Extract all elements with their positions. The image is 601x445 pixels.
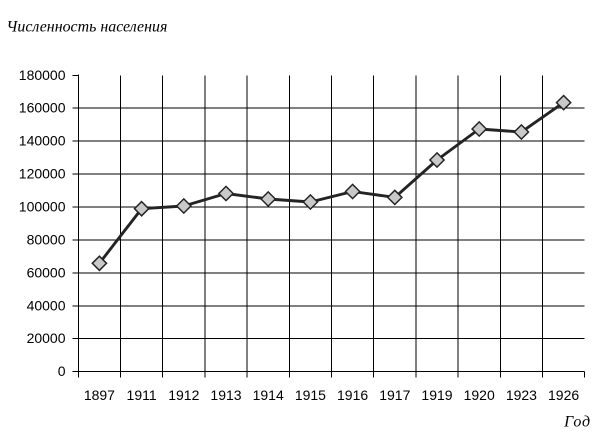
svg-text:0: 0 (58, 363, 66, 379)
svg-text:120000: 120000 (19, 166, 66, 182)
svg-text:Численность населения: Численность населения (6, 19, 167, 36)
svg-text:Год: Год (563, 414, 591, 431)
svg-text:20000: 20000 (27, 330, 66, 346)
svg-text:1914: 1914 (253, 387, 284, 403)
svg-text:1915: 1915 (295, 387, 326, 403)
svg-text:1920: 1920 (464, 387, 495, 403)
svg-text:1917: 1917 (379, 387, 410, 403)
svg-text:1911: 1911 (127, 387, 157, 403)
svg-text:100000: 100000 (19, 199, 66, 215)
svg-text:160000: 160000 (19, 100, 66, 116)
svg-text:180000: 180000 (19, 67, 66, 83)
svg-text:1926: 1926 (548, 387, 579, 403)
svg-text:1912: 1912 (168, 387, 199, 403)
svg-text:1916: 1916 (337, 387, 368, 403)
svg-text:80000: 80000 (27, 231, 66, 247)
svg-text:40000: 40000 (27, 297, 66, 313)
svg-text:1923: 1923 (506, 387, 537, 403)
svg-text:1897: 1897 (84, 387, 115, 403)
svg-text:60000: 60000 (27, 264, 66, 280)
svg-text:140000: 140000 (19, 133, 66, 149)
svg-text:1913: 1913 (210, 387, 241, 403)
svg-text:1919: 1919 (421, 387, 452, 403)
